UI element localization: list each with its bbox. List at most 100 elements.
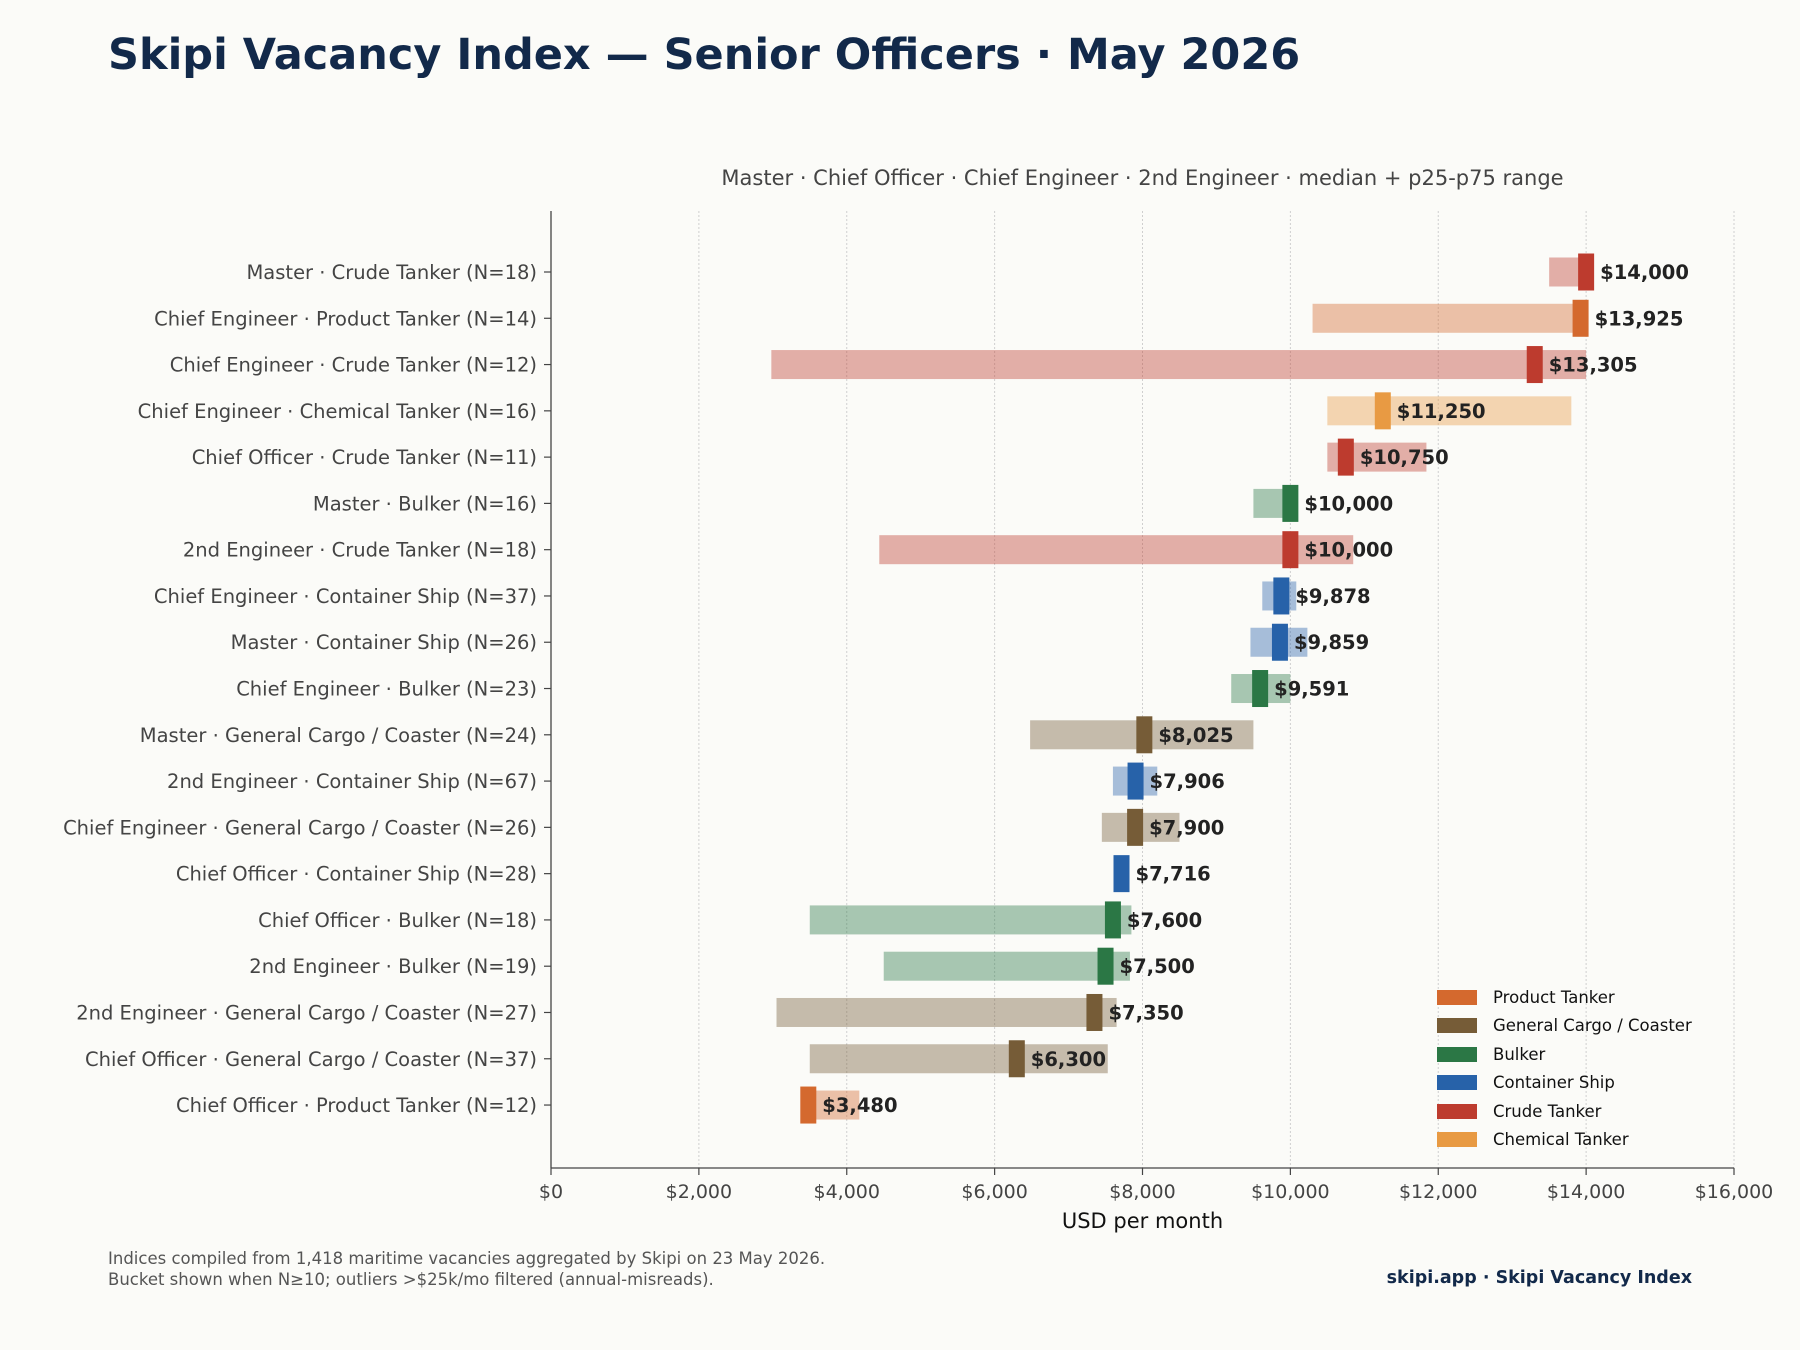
page-title: Skipi Vacancy Index — Senior Officers · … <box>108 30 1301 80</box>
median-value-label: $7,716 <box>1136 863 1211 886</box>
legend-item: Bulker <box>1437 1040 1692 1069</box>
median-value-label: $7,900 <box>1149 816 1224 839</box>
median-marker <box>1252 670 1269 708</box>
y-tick-label: Master · Bulker (N=16) <box>313 492 537 515</box>
median-value-label: $10,750 <box>1360 446 1449 469</box>
legend-swatch <box>1437 1103 1477 1119</box>
x-tick-label: $6,000 <box>961 1181 1027 1203</box>
median-marker <box>1337 438 1354 476</box>
y-tick-label: Master · Container Ship (N=26) <box>231 631 537 654</box>
brand-credit: skipi.app · Skipi Vacancy Index <box>1386 1268 1692 1288</box>
median-marker <box>1273 577 1290 615</box>
median-value-label: $13,305 <box>1549 354 1638 377</box>
range-bar <box>776 997 1117 1027</box>
median-marker <box>1374 392 1391 430</box>
y-tick-label: Chief Officer · Bulker (N=18) <box>258 909 537 932</box>
median-marker <box>1282 484 1299 522</box>
median-value-label: $7,906 <box>1150 770 1225 793</box>
x-tick-label: $10,000 <box>1251 1181 1330 1203</box>
range-bar <box>809 1044 1108 1074</box>
median-value-label: $9,878 <box>1295 585 1370 608</box>
legend-label: Chemical Tanker <box>1493 1130 1629 1150</box>
median-marker <box>1136 716 1153 754</box>
chart-legend: Product Tanker General Cargo / Coaster Bul… <box>1437 983 1692 1154</box>
legend-swatch <box>1437 1075 1477 1091</box>
median-value-label: $7,600 <box>1127 909 1202 932</box>
legend-item: Chemical Tanker <box>1437 1126 1692 1155</box>
y-tick-label: Master · Crude Tanker (N=18) <box>246 261 537 284</box>
y-tick-label: Chief Engineer · General Cargo / Coaster… <box>63 816 537 839</box>
median-marker <box>1127 762 1144 800</box>
legend-label: Container Ship <box>1493 1073 1615 1093</box>
y-tick-label: 2nd Engineer · Bulker (N=19) <box>249 955 537 978</box>
median-value-label: $3,480 <box>822 1094 897 1117</box>
x-tick-label: $8,000 <box>1109 1181 1175 1203</box>
range-bar <box>879 535 1354 565</box>
median-value-label: $10,000 <box>1304 539 1393 562</box>
median-marker <box>1113 855 1130 893</box>
y-tick-label: Chief Officer · Crude Tanker (N=11) <box>192 446 537 469</box>
footnote-line-2: Bucket shown when N≥10; outliers >$25k/m… <box>108 1270 714 1289</box>
median-value-label: $6,300 <box>1031 1048 1106 1071</box>
legend-swatch <box>1437 1046 1477 1062</box>
legend-item: Product Tanker <box>1437 983 1692 1012</box>
footnote-line-1: Indices compiled from 1,418 maritime vac… <box>108 1249 826 1268</box>
median-value-label: $9,859 <box>1294 631 1369 654</box>
median-value-label: $7,500 <box>1120 955 1195 978</box>
x-tick-label: $0 <box>539 1181 563 1203</box>
range-bar <box>1327 396 1572 426</box>
median-value-label: $10,000 <box>1304 492 1393 515</box>
median-value-label: $9,591 <box>1274 678 1349 701</box>
median-marker <box>1097 947 1114 985</box>
range-bar <box>1312 303 1581 333</box>
median-marker <box>800 1086 817 1124</box>
legend-label: General Cargo / Coaster <box>1493 1016 1692 1036</box>
x-tick-label: $14,000 <box>1547 1181 1626 1203</box>
median-marker <box>1104 901 1121 939</box>
range-bar <box>883 951 1130 981</box>
y-tick-label: 2nd Engineer · Container Ship (N=67) <box>167 770 537 793</box>
x-tick-label: $2,000 <box>666 1181 732 1203</box>
y-tick-label: Chief Engineer · Container Ship (N=37) <box>154 585 537 608</box>
legend-item: Crude Tanker <box>1437 1097 1692 1126</box>
y-tick-label: Chief Engineer · Crude Tanker (N=12) <box>170 354 537 377</box>
y-tick-label: Chief Engineer · Chemical Tanker (N=16) <box>138 400 537 423</box>
median-value-label: $11,250 <box>1397 400 1486 423</box>
legend-swatch <box>1437 989 1477 1005</box>
legend-swatch <box>1437 1132 1477 1148</box>
median-marker <box>1526 346 1543 384</box>
y-tick-label: Chief Engineer · Product Tanker (N=14) <box>154 307 537 330</box>
y-tick-label: Chief Engineer · Bulker (N=23) <box>236 678 537 701</box>
median-marker <box>1086 993 1103 1031</box>
y-tick-label: 2nd Engineer · General Cargo / Coaster (… <box>76 1001 537 1024</box>
legend-label: Bulker <box>1493 1044 1546 1064</box>
x-tick-label: $12,000 <box>1399 1181 1478 1203</box>
y-tick-label: Chief Officer · Product Tanker (N=12) <box>176 1094 537 1117</box>
median-marker <box>1127 808 1144 846</box>
median-value-label: $14,000 <box>1600 261 1689 284</box>
y-tick-label: Master · General Cargo / Coaster (N=24) <box>140 724 537 747</box>
median-marker <box>1271 623 1288 661</box>
range-bar <box>771 350 1587 380</box>
legend-swatch <box>1437 1018 1477 1034</box>
y-tick-label: Chief Officer · General Cargo / Coaster … <box>85 1048 537 1071</box>
median-marker <box>1578 253 1595 291</box>
median-value-label: $7,350 <box>1108 1001 1183 1024</box>
median-marker <box>1282 531 1299 569</box>
x-tick-label: $16,000 <box>1695 1181 1774 1203</box>
legend-item: Container Ship <box>1437 1069 1692 1098</box>
chart-subtitle: Master · Chief Officer · Chief Engineer … <box>721 166 1563 190</box>
x-axis-label: USD per month <box>1062 1209 1223 1233</box>
x-tick-label: $4,000 <box>814 1181 880 1203</box>
y-tick-label: 2nd Engineer · Crude Tanker (N=18) <box>183 539 537 562</box>
median-marker <box>1008 1040 1025 1078</box>
median-value-label: $8,025 <box>1158 724 1233 747</box>
median-value-label: $13,925 <box>1595 307 1684 330</box>
legend-item: General Cargo / Coaster <box>1437 1012 1692 1041</box>
range-bar <box>809 905 1132 935</box>
y-tick-label: Chief Officer · Container Ship (N=28) <box>176 863 537 886</box>
footnote: Indices compiled from 1,418 maritime vac… <box>108 1248 825 1290</box>
legend-label: Crude Tanker <box>1493 1101 1602 1121</box>
median-marker <box>1572 299 1589 337</box>
